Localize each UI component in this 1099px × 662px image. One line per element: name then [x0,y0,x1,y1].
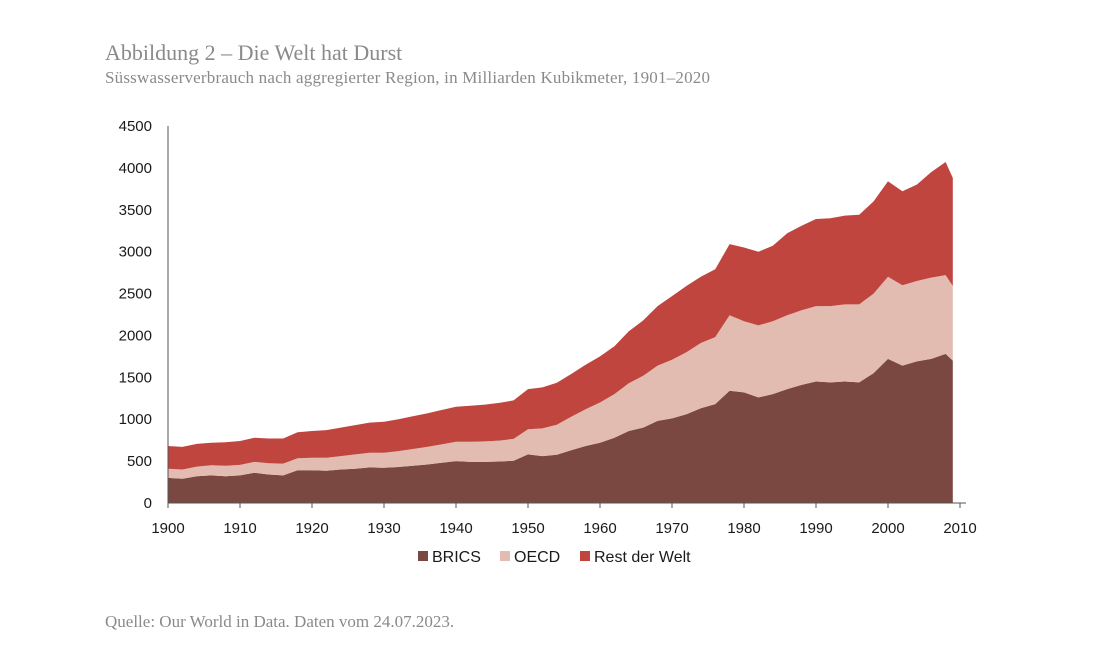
series-areas [168,162,953,503]
chart-title: Abbildung 2 – Die Welt hat Durst [105,40,403,65]
y-tick-label: 1500 [119,369,152,386]
legend-swatch-brics [418,551,428,561]
x-tick-label: 1940 [439,520,472,537]
x-tick-label: 1950 [511,520,544,537]
legend-swatch-rest-der-welt [580,551,590,561]
x-tick-label: 1960 [583,520,616,537]
x-tick-label: 1900 [151,520,184,537]
legend-swatch-oecd [500,551,510,561]
x-tick-label: 1990 [799,520,832,537]
y-tick-label: 500 [127,453,152,470]
y-tick-label: 3000 [119,244,152,261]
y-tick-label: 2000 [119,327,152,344]
x-tick-label: 1930 [367,520,400,537]
x-tick-label: 1910 [223,520,256,537]
y-tick-label: 4500 [119,118,152,135]
y-tick-label: 0 [144,495,152,512]
area-brics [168,353,953,503]
source-note: Quelle: Our World in Data. Daten vom 24.… [105,612,455,631]
x-tick-label: 2010 [943,520,976,537]
x-tick-label: 1980 [727,520,760,537]
y-tick-label: 3500 [119,202,152,219]
x-tick-label: 2000 [871,520,904,537]
y-axis-ticks: 0 500 1000 1500 2000 2500 3000 3500 4000 4500 [119,118,152,512]
x-tick-label: 1920 [295,520,328,537]
legend-label-rest-der-welt: Rest der Welt [594,549,691,566]
y-tick-label: 1000 [119,411,152,428]
area-oecd [168,275,953,479]
x-tick-label: 1970 [655,520,688,537]
legend: BRICS OECD Rest der Welt [418,549,691,566]
x-axis-ticks: 1900 1910 1920 1930 1940 1950 1960 1970 1980 1990… [151,503,977,537]
y-tick-label: 4000 [119,160,152,177]
legend-label-oecd: OECD [514,549,560,566]
legend-label-brics: BRICS [432,549,481,566]
chart-subtitle: Süsswasserverbrauch nach aggregierter Re… [105,68,711,87]
area-rest-der-welt [168,162,953,470]
y-tick-label: 2500 [119,286,152,303]
